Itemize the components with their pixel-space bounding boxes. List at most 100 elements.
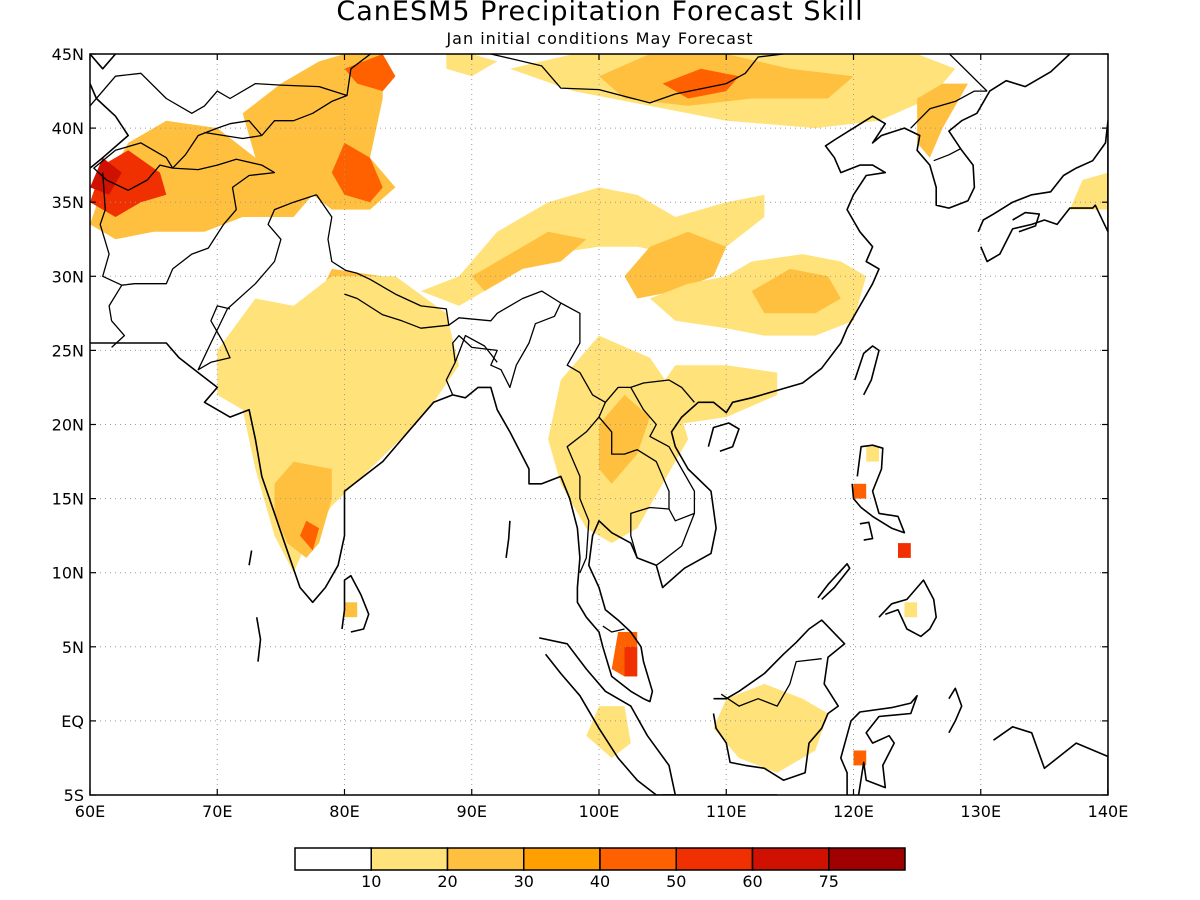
skill-layer <box>90 54 1108 773</box>
skill-region-mindanao-spot <box>904 602 918 618</box>
colorbar: 10 20 30 40 50 60 75 <box>294 847 906 891</box>
lon-tick-label: 110E <box>706 802 747 821</box>
lat-tick-label: EQ <box>61 712 84 731</box>
coastline-sumatra <box>539 637 677 795</box>
coastline-taiwan <box>854 345 880 396</box>
skill-region-borneo <box>713 683 828 773</box>
coastline-maldives <box>255 617 262 662</box>
coastline-srilanka <box>341 574 370 633</box>
coastline-shikoku <box>1012 211 1041 233</box>
lat-tick-label: 10N <box>52 564 84 583</box>
colorbar-label: 20 <box>437 872 457 891</box>
colorbar-box <box>446 847 525 871</box>
skill-region-japan-strip <box>1069 172 1108 210</box>
coastline-lakshadweep <box>248 550 253 566</box>
border-kazakh-uzbek <box>90 72 348 114</box>
map-title: CanESM5 Precipitation Forecast Skill <box>336 0 864 27</box>
coastline-halmahera <box>948 687 963 734</box>
lon-tick-label: 140E <box>1088 802 1129 821</box>
coastlines <box>90 54 1108 795</box>
coastline-mindanao <box>878 579 938 638</box>
lon-tick-label: 100E <box>579 802 620 821</box>
coastline-mindoro-visayas <box>859 521 874 541</box>
coastline-luzon <box>851 444 906 534</box>
border-tajik-kyrgyz <box>204 131 262 140</box>
lat-tick-label: 25N <box>52 341 84 360</box>
skill-region-sulawesi-spot <box>853 750 867 766</box>
lon-tick-label: 90E <box>457 802 487 821</box>
skill-region-south-china <box>649 365 778 425</box>
coastline-hainan <box>707 422 740 452</box>
border-korea-dmz <box>933 148 961 162</box>
border-laos-vietnam <box>630 387 696 522</box>
border-turkmen <box>93 142 174 181</box>
coastline-sulawesi <box>839 694 918 795</box>
skill-region-sumatra <box>586 706 631 758</box>
colorbar-label: 75 <box>819 872 839 891</box>
border-burma-thai <box>566 416 600 573</box>
border-borneo-border <box>720 658 822 707</box>
skill-region-tienshan-core <box>344 54 396 92</box>
border-bhutan-ne-india <box>445 290 562 396</box>
colorbar-box <box>675 847 754 871</box>
border-india-bangladesh <box>454 334 498 363</box>
coastline-aral-sea <box>90 54 117 70</box>
skill-region-indochina-core <box>599 394 650 484</box>
lat-tick-label: 45N <box>52 45 84 64</box>
coastline-south-asia-coast <box>90 54 1071 703</box>
skill-region-korea-strip <box>917 83 968 158</box>
coastline-caspian <box>90 83 129 169</box>
coastline-japan-kyushu-honshu <box>977 119 1108 263</box>
border-china-kazakh <box>261 54 372 136</box>
colorbar-box <box>370 847 449 871</box>
skill-region-pamir-core <box>331 142 383 203</box>
lat-tick-label: 35N <box>52 193 84 212</box>
skill-region-malaya-spot <box>624 646 638 677</box>
map-subtitle: Jan initial conditions May Forecast <box>446 29 754 48</box>
lon-tick-label: 130E <box>960 802 1001 821</box>
border-malaysia-thai <box>602 625 625 633</box>
skill-region-iran-afghanistan <box>90 120 320 240</box>
border-pakistan-india <box>197 194 317 371</box>
lat-tick-label: 5N <box>62 638 84 657</box>
lon-tick-label: 120E <box>833 802 874 821</box>
lat-tick-label: 20N <box>52 416 84 435</box>
coastline-andaman <box>505 520 511 559</box>
lat-tick-label: 5S <box>64 786 84 805</box>
border-pakistan-afghan-south <box>108 284 126 348</box>
lon-tick-label: 70E <box>202 802 232 821</box>
skill-region-luzon-north <box>866 446 879 462</box>
skill-region-visayas-spot <box>898 543 911 558</box>
skill-region-xinjiang-north <box>446 54 498 77</box>
border-cambodia-vn <box>655 513 696 566</box>
border-uzbek-tajik <box>172 120 263 169</box>
skill-region-mongolia-hot <box>662 68 739 99</box>
colorbar-box <box>828 847 906 871</box>
border-nk-china <box>910 90 988 129</box>
lat-tick-label: 40N <box>52 119 84 138</box>
colorbar-box <box>751 847 830 871</box>
country-borders <box>90 54 988 707</box>
skill-region-iran-center <box>90 157 122 195</box>
coastline-palawan <box>817 562 851 600</box>
colorbar-box <box>599 847 677 871</box>
colorbar-label: 60 <box>742 872 762 891</box>
colorbar-label: 30 <box>514 872 534 891</box>
skill-region-luzon-spot <box>853 483 867 499</box>
skill-region-sichuan <box>624 231 727 299</box>
lat-tick-label: 15N <box>52 490 84 509</box>
skill-region-ghats-core <box>300 520 320 551</box>
border-laos-thai <box>598 402 670 559</box>
skill-region-yangtze-core <box>751 268 841 314</box>
skill-region-srilanka-spot <box>344 602 358 618</box>
lat-tick-label: 30N <box>52 267 84 286</box>
colorbar-label: 40 <box>590 872 610 891</box>
colorbar-box <box>294 847 372 871</box>
colorbar-label: 10 <box>361 872 381 891</box>
lon-tick-label: 60E <box>75 802 105 821</box>
colorbar-box <box>523 847 601 871</box>
lon-tick-label: 80E <box>329 802 359 821</box>
axis-ticks: 60E 70E 80E 90E 100E 110E 120E 130E 140E 45N 40N 35… <box>52 45 1129 821</box>
coastline-borneo <box>712 619 846 782</box>
